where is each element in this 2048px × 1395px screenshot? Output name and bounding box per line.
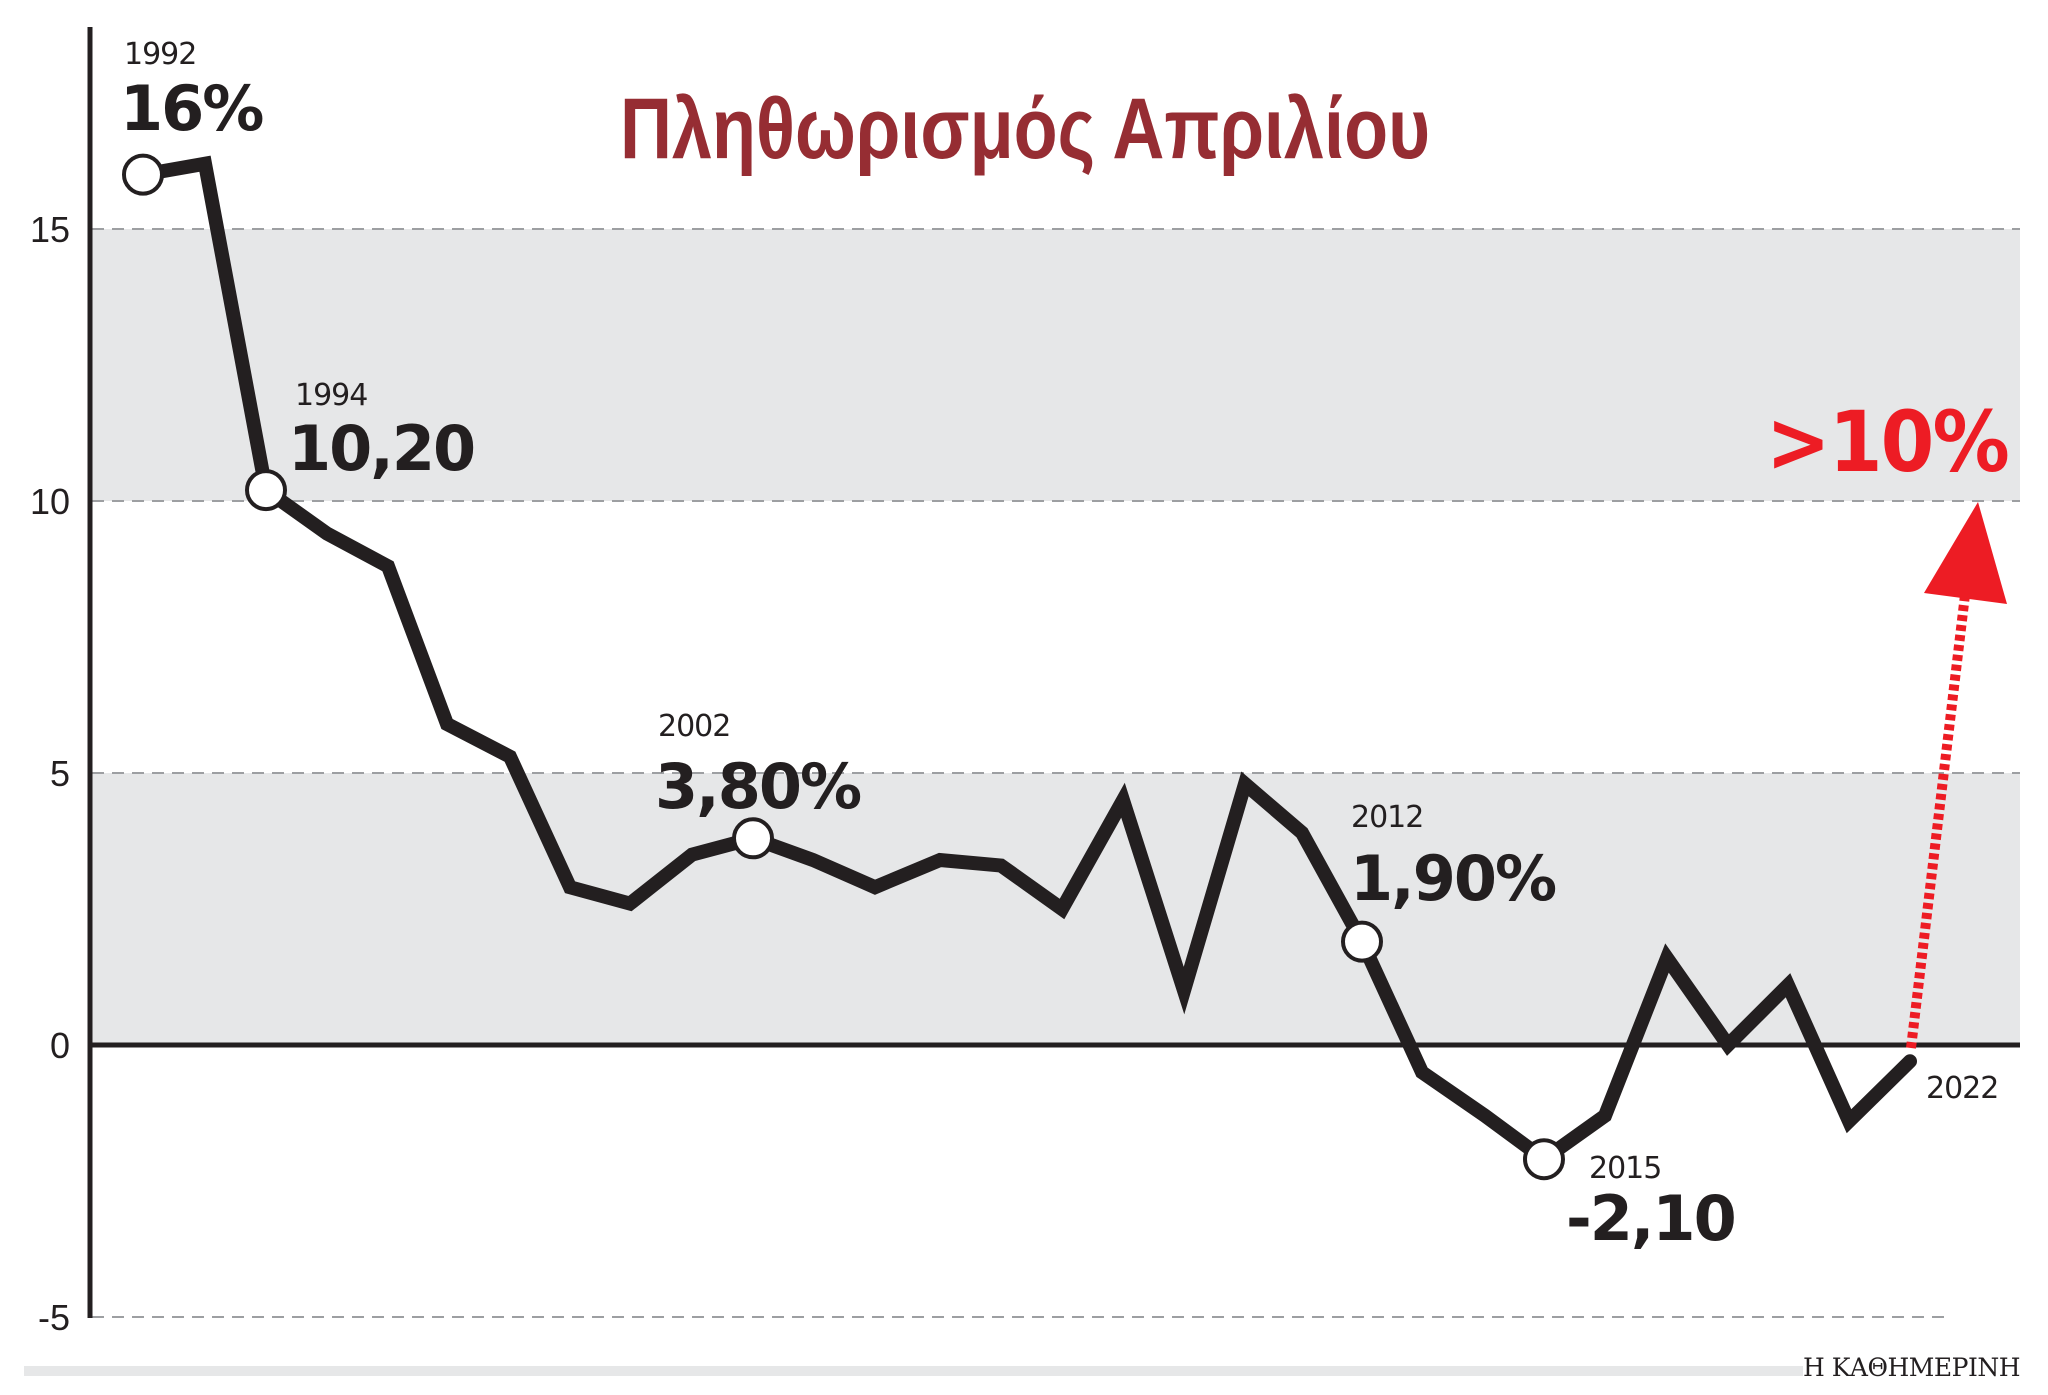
marker-1994 bbox=[245, 469, 287, 512]
footer-bar bbox=[24, 1366, 1803, 1376]
arrow-up-icon bbox=[1924, 502, 2007, 604]
label-value-2012: 1,90% bbox=[1350, 842, 1556, 915]
label-year-1994: 1994 bbox=[295, 378, 367, 413]
highlight-markers bbox=[122, 153, 1565, 1181]
marker-2002 bbox=[732, 817, 774, 860]
marker-2012 bbox=[1341, 920, 1383, 963]
y-tick-minus5: -5 bbox=[38, 1297, 70, 1338]
label-year-2015: 2015 bbox=[1589, 1151, 1661, 1186]
marker-2015 bbox=[1523, 1138, 1565, 1181]
label-value-1992: 16% bbox=[120, 72, 263, 145]
forecast-arrow bbox=[1906, 502, 2007, 1049]
y-tick-10: 10 bbox=[30, 481, 70, 522]
y-tick-0: 0 bbox=[50, 1025, 70, 1066]
y-tick-15: 15 bbox=[30, 209, 70, 250]
label-year-2022: 2022 bbox=[1926, 1071, 1998, 1106]
band-10-15 bbox=[92, 229, 2020, 501]
label-value-2002: 3,80% bbox=[655, 750, 861, 823]
label-year-2012: 2012 bbox=[1351, 800, 1423, 835]
label-value-1994: 10,20 bbox=[288, 412, 474, 485]
chart-title: Πληθωρισμός Απριλίου bbox=[620, 81, 1430, 177]
publisher-logo: Η ΚΑΘΗΜΕΡΙΝΗ bbox=[1803, 1353, 2020, 1382]
y-tick-5: 5 bbox=[50, 753, 70, 794]
forecast-label: >10% bbox=[1766, 393, 2008, 491]
forecast-arrow-shaft bbox=[1906, 594, 1970, 1049]
gridlines bbox=[92, 228, 2020, 1318]
inflation-line bbox=[136, 155, 1917, 1168]
label-value-2015: -2,10 bbox=[1566, 1182, 1735, 1255]
label-year-2002: 2002 bbox=[658, 709, 730, 744]
marker-1992 bbox=[122, 153, 164, 196]
label-year-1992: 1992 bbox=[124, 37, 196, 72]
